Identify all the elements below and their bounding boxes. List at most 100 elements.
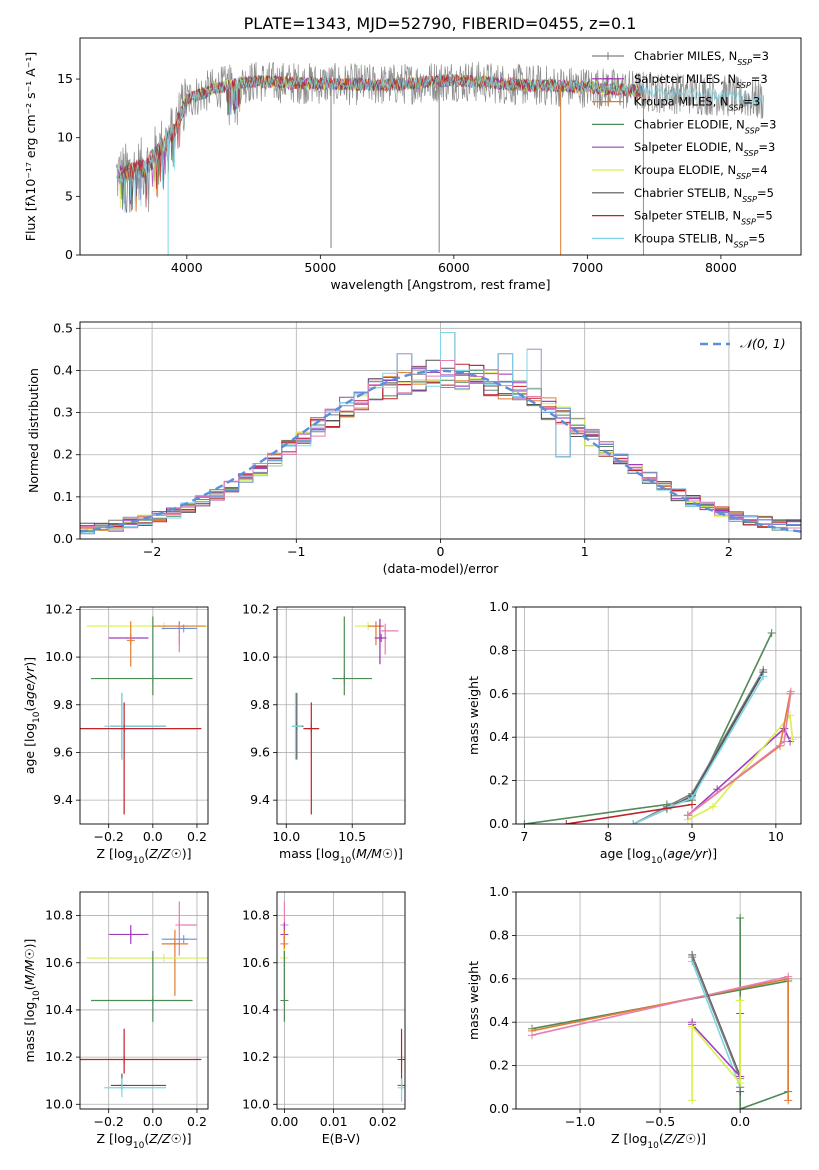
x-tick-label: −0.2 <box>94 1114 124 1129</box>
label-sub: 10 <box>647 1141 659 1151</box>
age_vs_mass-axes: 10.0 10.5 9.4 9.6 9.8 10.0 10.2 mass [log10(M/M… <box>242 601 406 866</box>
line-series <box>688 1009 745 1081</box>
legend-label-sub: SSP <box>736 172 751 181</box>
errorbar-point <box>291 692 303 760</box>
data-point-marker <box>120 724 129 733</box>
grid <box>516 606 801 825</box>
data-point-marker <box>683 811 692 820</box>
legend-label: Salpeter ELODIE, NSSP=3 <box>634 140 775 158</box>
label-part: Z/Z☉ <box>148 846 182 861</box>
axes-frame <box>79 606 209 825</box>
label-part: )] <box>22 657 37 667</box>
x-axis-label: (data-model)/error <box>383 561 500 576</box>
spectrum-line <box>118 73 644 208</box>
label-part: Z/Z☉ <box>663 1131 697 1146</box>
errorbar-point <box>80 1028 202 1074</box>
data-point-marker <box>148 996 157 1005</box>
plot-area <box>528 914 793 1109</box>
y-tick-label: 0 <box>65 247 73 262</box>
data-point-marker <box>736 996 745 1005</box>
label-part: Z [log <box>611 1131 647 1146</box>
ticks: 4000 5000 6000 7000 8000 0 5 10 15 <box>57 71 737 275</box>
data-point-marker <box>736 1078 745 1087</box>
x-tick-label: 6000 <box>438 260 470 275</box>
label-part: )] <box>393 846 403 861</box>
x-tick-label: 10.0 <box>272 829 300 844</box>
plot-area <box>80 901 208 1098</box>
legend-label-sub: SSP <box>745 126 760 135</box>
legend-label: 𝒩(0, 1) <box>740 336 786 351</box>
x-tick-label: 7000 <box>571 260 603 275</box>
data-point-marker <box>175 921 184 930</box>
y-tick-label: 10.0 <box>45 1096 73 1111</box>
data-point-marker <box>788 735 797 744</box>
mass_vs_ebv-axes: 0.00 0.01 0.02 10.0 10.2 10.4 10.6 10.8 E(B-V) <box>242 891 406 1146</box>
legend-label-sub: SSP <box>737 58 752 67</box>
y-tick-label: 9.8 <box>53 697 73 712</box>
errorbar-point <box>161 935 197 944</box>
errorbar-point <box>104 1078 167 1098</box>
y-tick-label: 10.2 <box>45 1049 73 1064</box>
grid <box>80 607 208 824</box>
axes-frame <box>276 891 406 1110</box>
data-point-marker <box>759 672 768 681</box>
data-point-marker <box>784 972 793 981</box>
series-line <box>566 803 693 824</box>
y-tick-label: 10.2 <box>242 1049 270 1064</box>
legend-label-sub: SSP <box>741 217 756 226</box>
y-tick-label: 0.6 <box>489 971 509 986</box>
legend-label: Kroupa MILES, NSSP=3 <box>634 95 760 113</box>
y-axis-label: Flux [fλ10⁻¹⁷ erg cm⁻² s⁻¹ A⁻¹] <box>23 52 38 241</box>
label-sub: 10 <box>32 711 42 723</box>
y-tick-label: 0.3 <box>53 405 73 420</box>
grid <box>277 892 405 1109</box>
legend-label: Kroupa ELODIE, NSSP=4 <box>634 163 768 181</box>
label-part: Z/Z☉ <box>148 1131 182 1146</box>
data-point-marker <box>736 1105 745 1109</box>
axes-frame <box>79 37 802 256</box>
series-line <box>524 632 773 824</box>
series-line <box>531 975 789 1036</box>
y-tick-label: 10 <box>57 130 73 145</box>
legend-label-part: =5 <box>756 209 773 223</box>
y-tick-label: 0.4 <box>53 362 73 377</box>
ticks: −2 −1 0 1 2 0.0 0.1 0.2 0.3 0.4 0.5 <box>53 320 733 559</box>
label-part: age/yr <box>667 846 708 861</box>
y-tick-label: 10.0 <box>45 649 73 664</box>
line-series <box>528 972 793 1040</box>
errorbar-point <box>80 702 202 815</box>
label-sub: 10 <box>32 990 42 1002</box>
x-tick-label: 10.5 <box>338 829 366 844</box>
grid <box>277 607 405 824</box>
legend-marker <box>604 74 612 83</box>
x-tick-label: 0.0 <box>730 1114 750 1129</box>
x-tick-label: 0 <box>437 544 445 559</box>
y-tick-label: 0.8 <box>489 642 509 657</box>
data-point-marker <box>126 930 135 939</box>
label-part: ( <box>659 1131 664 1146</box>
plot-area <box>80 616 208 815</box>
x-tick-label: 0.2 <box>187 1114 207 1129</box>
legend-marker <box>604 97 612 106</box>
y-tick-label: 9.4 <box>250 792 270 807</box>
y-tick-label: 9.6 <box>53 744 73 759</box>
errorbar-point <box>332 616 373 696</box>
y-tick-label: 0.4 <box>489 1014 509 1029</box>
data-point-marker <box>371 622 380 631</box>
line-series <box>629 672 768 824</box>
label-part: )] <box>707 846 717 861</box>
plot-area <box>520 629 797 824</box>
data-point-marker <box>520 820 529 824</box>
label-sub: 10 <box>133 856 145 866</box>
y-tick-label: 0.8 <box>489 927 509 942</box>
label-part: ( <box>22 985 37 990</box>
legend-label-sub: SSP <box>742 194 757 203</box>
x-tick-label: −1.0 <box>565 1114 595 1129</box>
legend-label-sub: SSP <box>729 103 744 112</box>
series-line <box>691 961 741 1088</box>
y-axis-label: mass weight <box>466 961 481 1040</box>
y-tick-label: 15 <box>57 71 73 86</box>
